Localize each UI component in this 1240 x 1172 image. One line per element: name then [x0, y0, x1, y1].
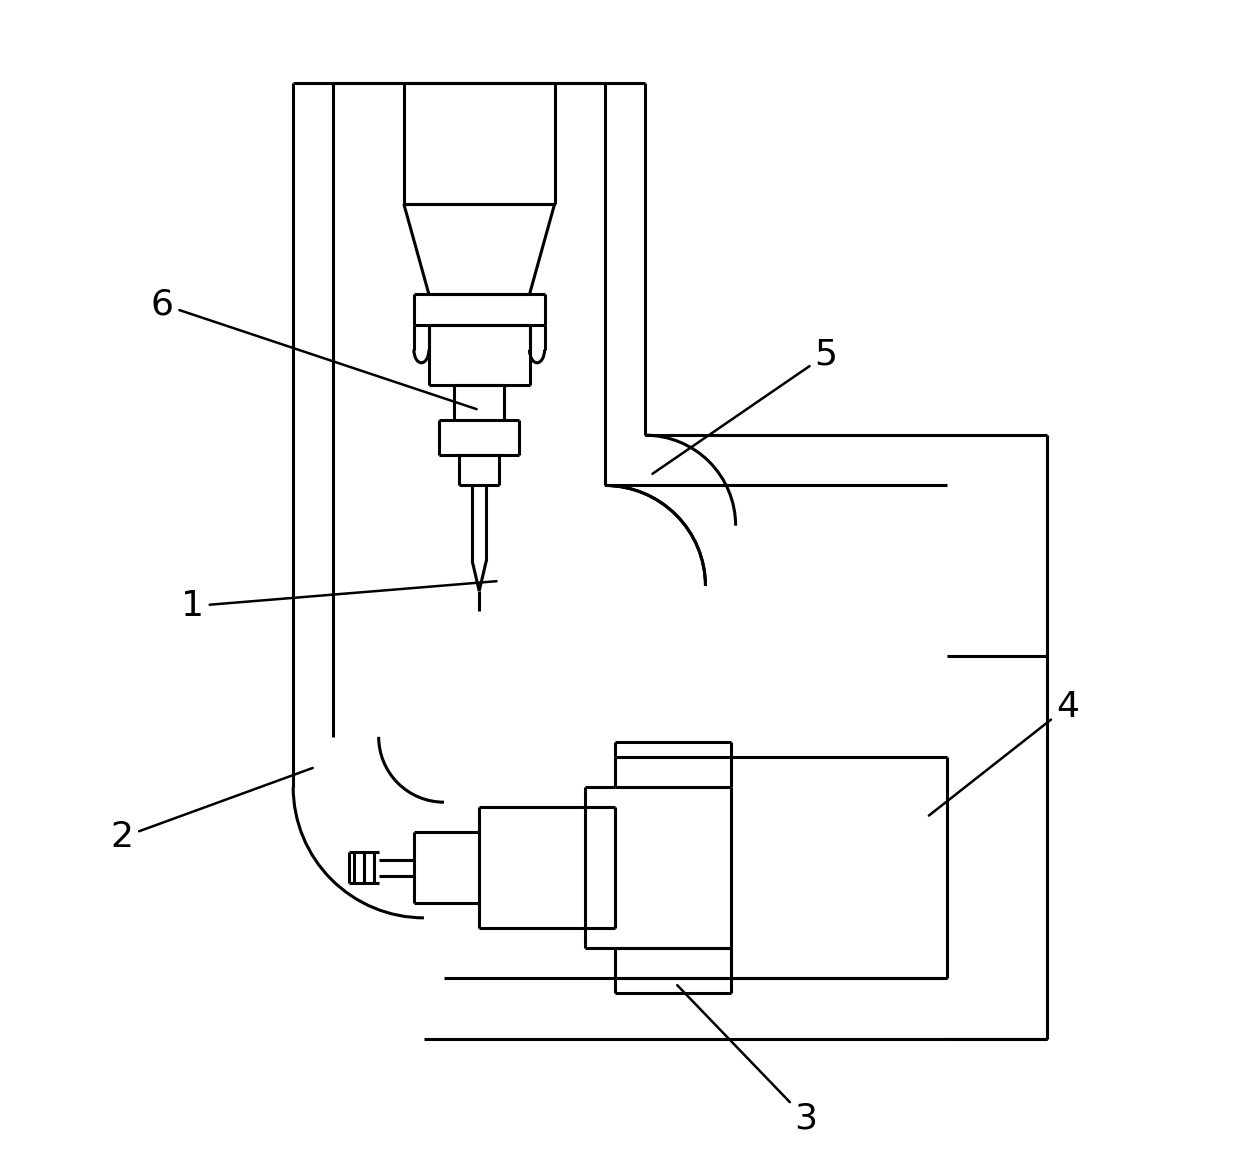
Text: 2: 2 [110, 768, 312, 854]
Text: 3: 3 [677, 986, 817, 1136]
Text: 1: 1 [181, 581, 496, 624]
Text: 4: 4 [929, 689, 1079, 816]
Text: 6: 6 [151, 287, 476, 409]
Text: 5: 5 [652, 338, 838, 473]
